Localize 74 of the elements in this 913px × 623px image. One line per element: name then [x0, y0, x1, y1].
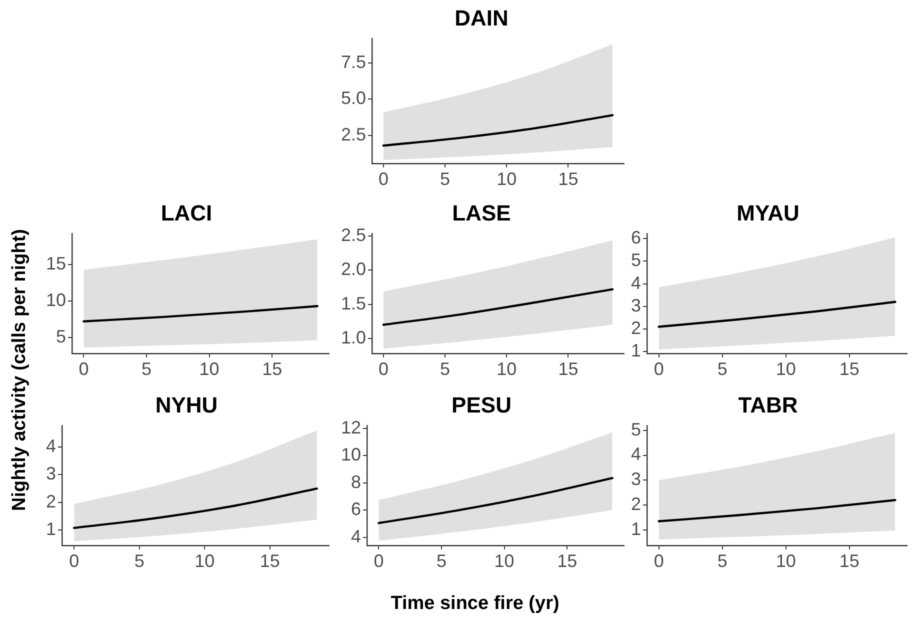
y-tick-label: 4	[630, 444, 642, 464]
chart-title: PESU	[452, 392, 512, 418]
y-tick-label: 2	[630, 318, 642, 338]
y-tick-label: 10	[340, 444, 362, 465]
y-tick-label: 3	[630, 469, 642, 490]
x-tick-label: 10	[776, 359, 796, 380]
x-tick-label: 5	[717, 359, 728, 380]
y-axis-title: Nightly activity (calls per night)	[9, 229, 31, 511]
y-tick-label: 7.5	[340, 52, 366, 72]
x-tick-label: 10	[194, 551, 215, 572]
y-tick-label: 5	[630, 250, 642, 270]
y-tick-label: 5.0	[340, 88, 366, 108]
y-tick-label: 10	[46, 290, 66, 310]
y-tick-label: 2	[46, 491, 56, 512]
y-tick-label: 6	[351, 499, 362, 520]
line-series	[73, 487, 318, 530]
chart-title: TABR	[738, 392, 798, 418]
y-tick-label: 5	[630, 419, 642, 440]
x-axis-title: Time since fire (yr)	[390, 593, 560, 615]
x-tick-label: 0	[69, 551, 80, 572]
x-tick-label: 15	[558, 169, 578, 190]
x-tick-label: 5	[440, 359, 450, 380]
chart-title: LACI	[160, 200, 212, 226]
x-tick-label: 5	[717, 551, 728, 572]
y-tick-label: 4	[351, 526, 362, 546]
y-tick-label: 2	[630, 494, 642, 514]
line-series	[82, 305, 318, 322]
x-tick-label: 5	[134, 551, 144, 572]
x-tick-label: 10	[496, 169, 517, 190]
chart-title: LASE	[452, 200, 511, 226]
line-series	[382, 288, 614, 326]
y-tick-label: 3	[630, 295, 642, 316]
x-tick-label: 15	[839, 551, 860, 572]
x-tick-label: 0	[654, 551, 664, 572]
chart-title: NYHU	[155, 392, 218, 418]
y-tick-label: 2.0	[340, 259, 366, 280]
line-series	[382, 114, 614, 147]
x-tick-label: 15	[262, 359, 282, 380]
y-tick-label: 1	[630, 518, 642, 539]
y-tick-label: 2.5	[340, 124, 366, 144]
y-tick-label: 1	[630, 340, 642, 361]
x-tick-label: 15	[839, 359, 860, 380]
x-tick-label: 15	[557, 551, 578, 572]
y-tick-label: 4	[46, 436, 56, 456]
x-tick-label: 0	[78, 359, 89, 380]
x-tick-label: 10	[496, 359, 517, 380]
x-tick-label: 0	[378, 169, 388, 190]
x-tick-label: 0	[378, 359, 388, 380]
y-tick-label: 1	[46, 519, 56, 540]
x-tick-label: 5	[141, 359, 152, 380]
x-tick-label: 15	[260, 551, 280, 572]
y-tick-label: 2.5	[340, 225, 366, 246]
y-tick-label: 8	[351, 472, 362, 492]
y-tick-label: 5	[56, 326, 66, 346]
line-series	[378, 477, 614, 524]
chart-title: DAIN	[454, 5, 508, 30]
line-series	[658, 498, 896, 522]
x-tick-label: 10	[776, 551, 796, 572]
y-tick-label: 6	[630, 228, 642, 248]
y-tick-label: 12	[340, 417, 362, 438]
x-tick-label: 5	[440, 169, 450, 190]
line-series	[658, 300, 896, 328]
y-tick-label: 15	[46, 254, 66, 274]
x-tick-label: 10	[494, 551, 514, 572]
y-tick-label: 3	[46, 464, 56, 484]
y-tick-label: 1.0	[340, 327, 366, 348]
y-tick-label: 4	[630, 272, 642, 293]
x-tick-label: 0	[654, 359, 664, 380]
x-tick-label: 0	[374, 551, 384, 572]
y-tick-label: 1.5	[340, 293, 366, 314]
x-tick-label: 15	[558, 359, 578, 380]
x-tick-label: 10	[199, 359, 220, 380]
chart-title: MYAU	[736, 200, 800, 226]
x-tick-label: 5	[436, 551, 447, 572]
